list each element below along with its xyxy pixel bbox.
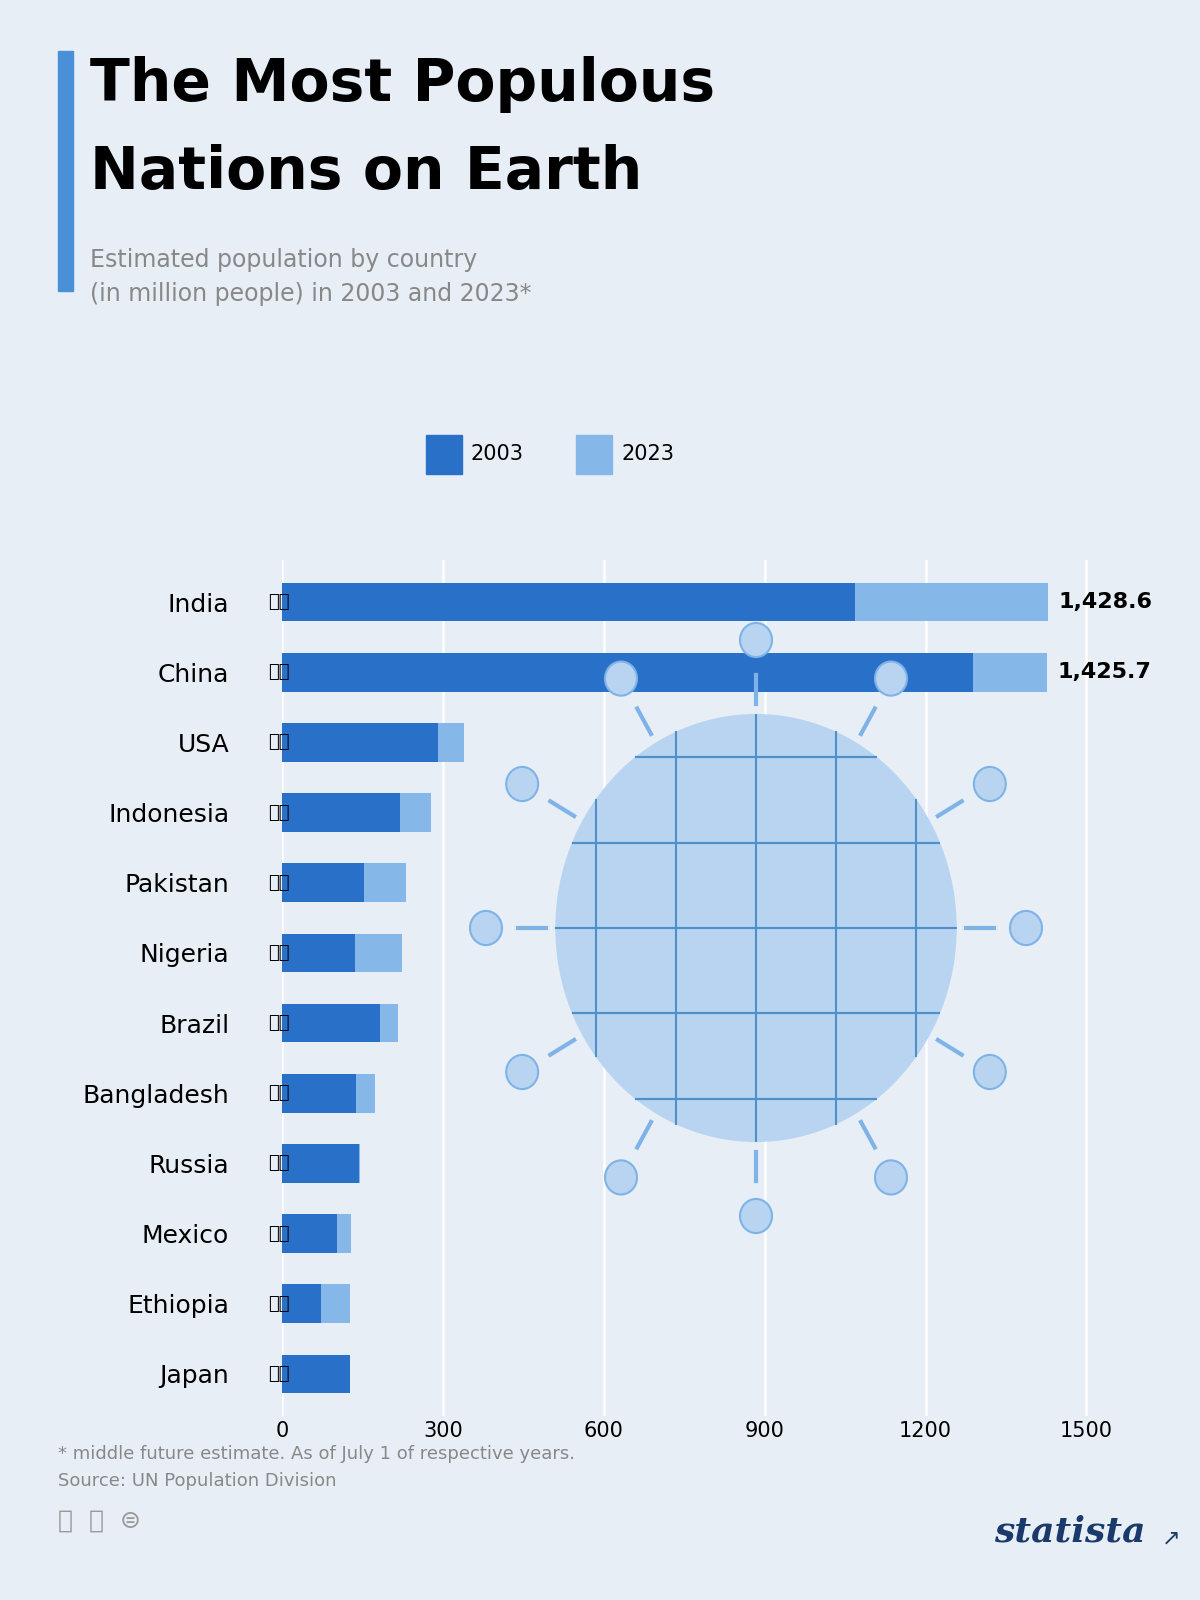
Bar [282, 653, 973, 691]
Circle shape [974, 766, 1006, 802]
Bar [282, 1214, 337, 1253]
Text: Source: UN Population Division: Source: UN Population Division [58, 1472, 336, 1490]
Text: 2023: 2023 [622, 445, 674, 464]
Bar [282, 794, 400, 832]
Text: 🇧🇷: 🇧🇷 [268, 1014, 289, 1032]
Text: Estimated population by country
(in million people) in 2003 and 2023*: Estimated population by country (in mill… [90, 248, 532, 306]
Bar [282, 1355, 350, 1394]
Text: ⓒ  ⓘ  ⊜: ⓒ ⓘ ⊜ [58, 1509, 140, 1533]
Text: 2003: 2003 [470, 445, 523, 464]
Bar [282, 1003, 379, 1042]
Text: Nations on Earth: Nations on Earth [90, 144, 642, 202]
Bar [282, 723, 438, 762]
Text: 🇧🇩: 🇧🇩 [268, 1085, 289, 1102]
Circle shape [740, 622, 772, 658]
Bar [282, 1144, 359, 1182]
Circle shape [875, 661, 907, 696]
Text: The Most Populous: The Most Populous [90, 56, 715, 114]
Text: 🇵🇰: 🇵🇰 [268, 874, 289, 891]
Text: ↗: ↗ [1162, 1530, 1181, 1549]
Text: 🇳🇬: 🇳🇬 [268, 944, 289, 962]
Text: 1,425.7: 1,425.7 [1057, 662, 1151, 682]
Circle shape [974, 1054, 1006, 1090]
Circle shape [506, 1054, 538, 1090]
Circle shape [875, 1160, 907, 1195]
Circle shape [605, 1160, 637, 1195]
Bar [282, 1285, 320, 1323]
Text: 🇮🇩: 🇮🇩 [268, 803, 289, 821]
Text: 🇮🇳: 🇮🇳 [268, 594, 289, 611]
Circle shape [470, 910, 502, 946]
Text: 1,428.6: 1,428.6 [1058, 592, 1153, 613]
Bar [282, 582, 856, 621]
Text: 🇷🇺: 🇷🇺 [268, 1155, 289, 1173]
Bar [282, 1355, 348, 1394]
Text: 🇯🇵: 🇯🇵 [268, 1365, 289, 1382]
Bar [282, 582, 1048, 621]
Bar [282, 1074, 356, 1112]
Text: 🇺🇸: 🇺🇸 [268, 733, 289, 752]
Circle shape [506, 766, 538, 802]
Circle shape [605, 661, 637, 696]
Bar [282, 934, 355, 973]
Text: statista: statista [995, 1515, 1146, 1549]
Text: 🇪🇹: 🇪🇹 [268, 1294, 289, 1312]
Bar [282, 653, 1046, 691]
Bar [282, 1285, 349, 1323]
Circle shape [740, 1198, 772, 1234]
Bar [282, 723, 464, 762]
Circle shape [556, 715, 956, 1141]
Bar [282, 864, 406, 902]
Bar [282, 794, 431, 832]
Bar [282, 864, 364, 902]
Circle shape [1010, 910, 1042, 946]
Text: 🇨🇳: 🇨🇳 [268, 664, 289, 682]
Bar [282, 1074, 374, 1112]
Bar [282, 1214, 350, 1253]
Text: * middle future estimate. As of July 1 of respective years.: * middle future estimate. As of July 1 o… [58, 1445, 575, 1462]
Text: 🇲🇽: 🇲🇽 [268, 1224, 289, 1243]
Bar [282, 1144, 360, 1182]
Bar [282, 934, 402, 973]
Bar [282, 1003, 398, 1042]
